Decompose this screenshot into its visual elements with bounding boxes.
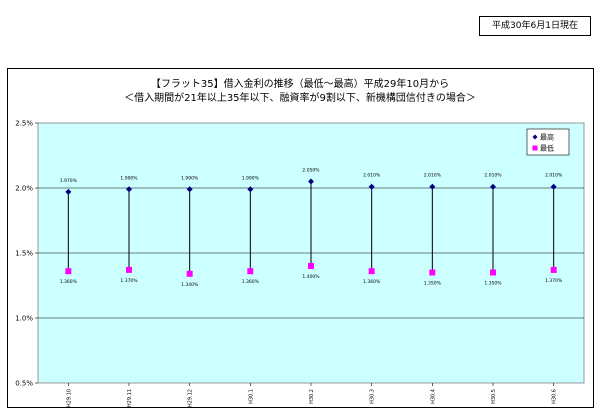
y-axis-ticks: 2.5% 2.0% 1.5% 1.0% 0.5% xyxy=(15,120,38,388)
max-marker xyxy=(429,183,436,190)
chart-subtitle: ＜借入期間が21年以上35年以下、融資率が9割以下、新機構団信付きの場合＞ xyxy=(124,93,476,104)
x-tick-label: H30.6 xyxy=(552,389,558,404)
min-marker xyxy=(308,263,314,269)
max-label: 1.990% xyxy=(120,175,138,181)
min-marker xyxy=(490,269,496,276)
chart-title: 【フラット35】借入金利の推移（最低～最高）平成29年10月から xyxy=(150,79,450,90)
y-tick-label: 2.0% xyxy=(15,185,33,193)
max-marker xyxy=(368,183,375,190)
min-marker xyxy=(368,268,375,275)
legend-max-label: 最高 xyxy=(540,133,554,142)
max-marker xyxy=(126,186,132,193)
x-tick-label: H30.5 xyxy=(491,389,497,404)
markers xyxy=(65,178,557,277)
max-label: 2.010% xyxy=(484,173,502,179)
legend-min-label: 最低 xyxy=(540,144,554,153)
max-label: 2.010% xyxy=(545,173,563,179)
x-tick-label: H30.1 xyxy=(248,389,254,404)
x-tick-label: H30.3 xyxy=(370,389,376,404)
legend-min-marker xyxy=(532,145,538,151)
min-marker xyxy=(247,268,254,275)
as-of-date: 平成30年6月1日現在 xyxy=(479,16,591,36)
x-tick-label: H29.10 xyxy=(66,389,72,407)
chart-frame xyxy=(7,68,594,408)
min-label: 1.340% xyxy=(181,282,199,288)
y-tick-label: 1.0% xyxy=(15,315,33,323)
max-label: 1.970% xyxy=(60,178,78,184)
data-labels: 1.970% 1.360% 1.990% 1.370% 1.990% 1.340% 1.99… xyxy=(60,168,563,288)
min-label: 1.360% xyxy=(60,279,78,285)
min-marker xyxy=(429,269,436,276)
max-marker xyxy=(65,188,72,195)
max-label: 2.010% xyxy=(363,173,381,179)
max-marker xyxy=(550,183,557,190)
legend-box xyxy=(526,128,570,156)
max-label: 1.990% xyxy=(181,175,199,181)
max-marker xyxy=(490,183,496,190)
x-axis-ticks: H29.10 H29.11 H29.12 H30.1 H30.2 H30.3 H30.4 H3… xyxy=(66,383,558,407)
x-tick-label: H30.4 xyxy=(430,389,436,404)
max-label: 1.990% xyxy=(242,175,260,181)
min-label: 1.350% xyxy=(424,281,442,287)
min-marker xyxy=(186,270,193,277)
min-label: 1.370% xyxy=(545,278,563,284)
x-tick-label: H30.2 xyxy=(309,389,315,404)
max-marker xyxy=(308,178,314,185)
min-label: 1.400% xyxy=(302,274,320,280)
min-label: 1.370% xyxy=(120,278,138,284)
min-marker xyxy=(550,266,557,273)
min-label: 1.350% xyxy=(484,281,502,287)
range-lines xyxy=(67,181,555,274)
legend-max-marker xyxy=(532,134,538,140)
max-label: 2.050% xyxy=(302,168,320,174)
y-tick-label: 1.5% xyxy=(15,250,33,258)
min-marker xyxy=(126,266,132,273)
min-marker xyxy=(65,268,72,275)
y-tick-label: 0.5% xyxy=(15,380,33,388)
y-tick-label: 2.5% xyxy=(15,120,33,128)
x-tick-label: H29.12 xyxy=(188,389,194,407)
min-label: 1.360% xyxy=(363,279,381,285)
max-marker xyxy=(247,186,254,193)
x-tick-label: H29.11 xyxy=(127,389,133,407)
max-label: 2.010% xyxy=(424,173,442,179)
max-marker xyxy=(186,186,193,193)
min-label: 1.360% xyxy=(242,279,260,285)
